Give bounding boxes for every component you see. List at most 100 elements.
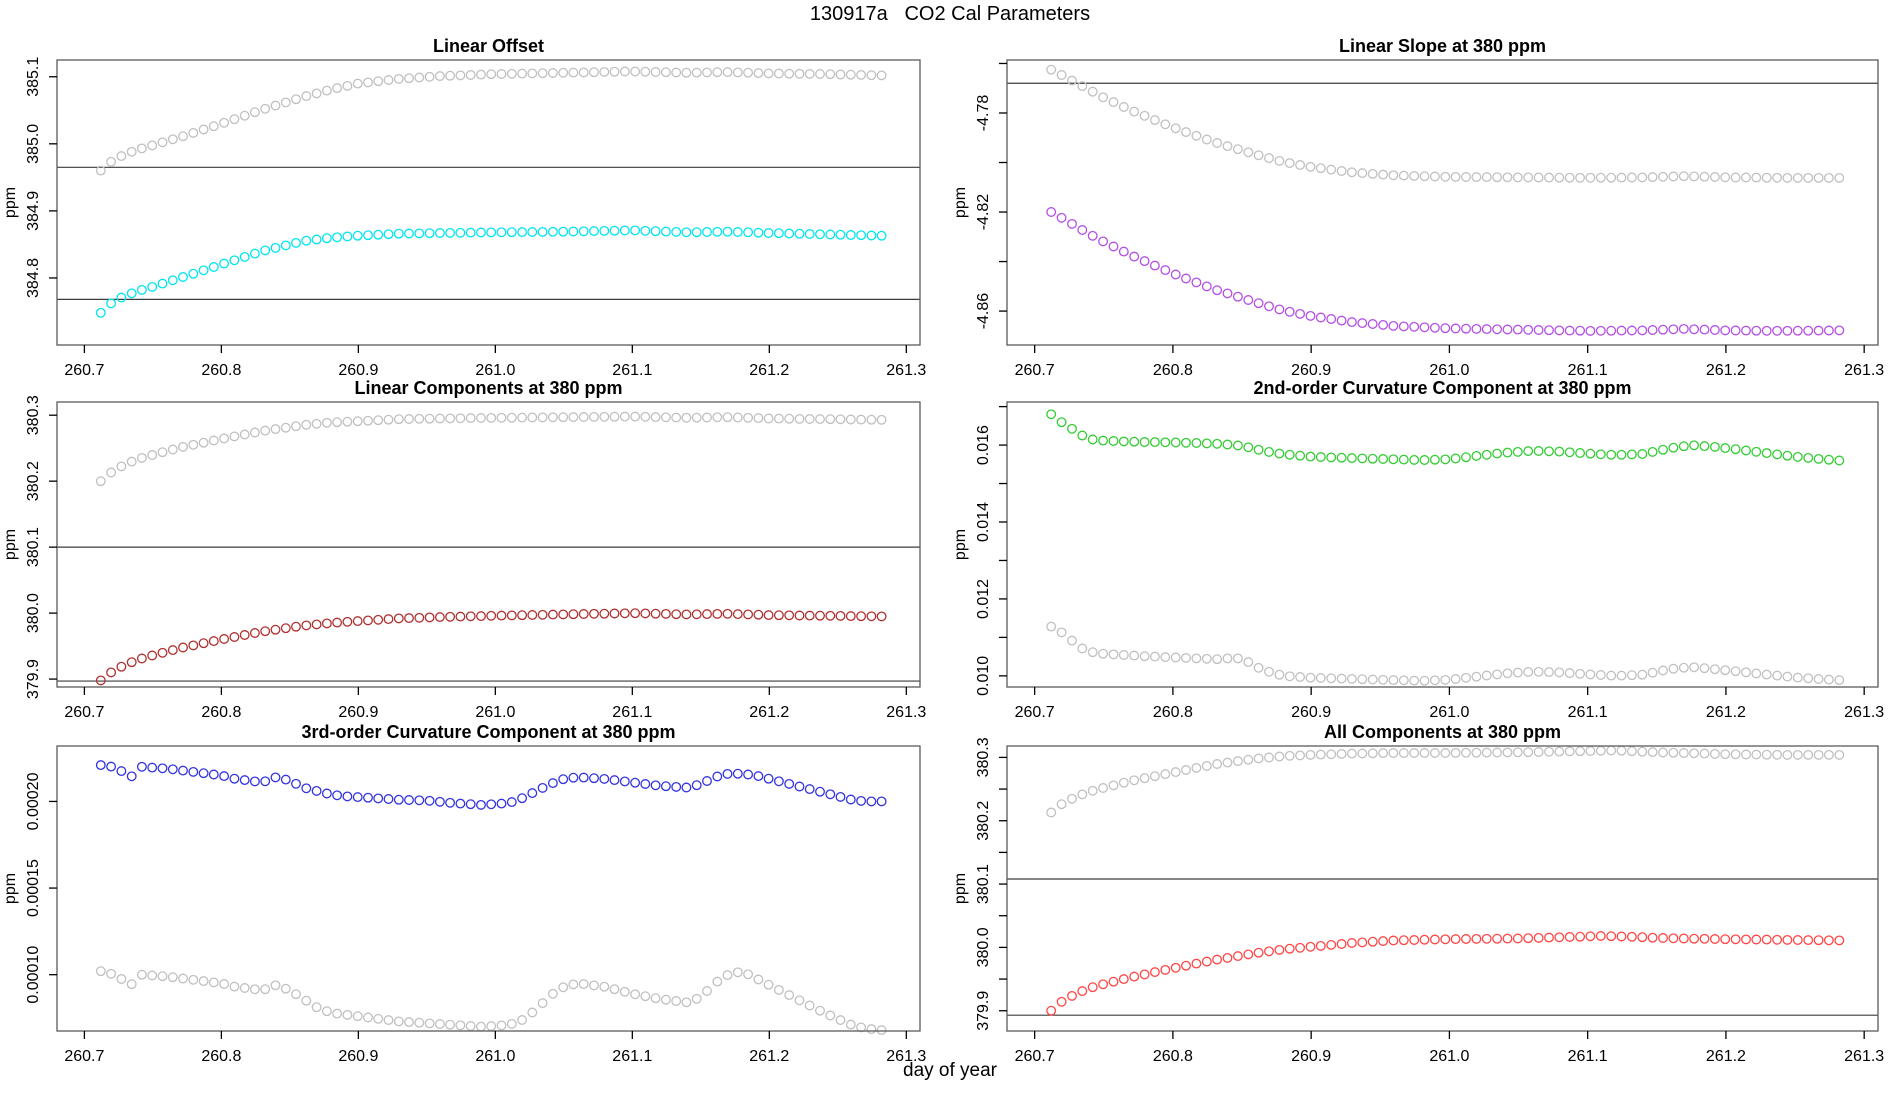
data-point: [198, 124, 209, 135]
data-point: [1378, 169, 1389, 180]
data-point: [229, 114, 240, 125]
data-point: [1689, 324, 1700, 335]
data-point: [147, 762, 158, 773]
data-point: [1212, 438, 1223, 449]
data-point: [1212, 285, 1223, 296]
data-point: [856, 69, 867, 80]
series-gray-points: [95, 66, 887, 176]
data-point: [249, 776, 260, 787]
data-point: [208, 121, 219, 132]
data-point: [291, 989, 301, 1000]
data-point: [619, 411, 630, 422]
data-point: [589, 411, 599, 422]
data-point: [332, 232, 343, 243]
data-point: [1741, 445, 1751, 456]
data-point: [1295, 942, 1306, 953]
data-point: [1512, 933, 1523, 944]
data-point: [589, 773, 599, 784]
data-point: [599, 981, 610, 992]
data-point: [1606, 931, 1617, 942]
data-point: [1201, 653, 1212, 664]
data-point: [1170, 437, 1181, 448]
data-point: [1502, 172, 1513, 183]
data-point: [1253, 444, 1264, 455]
y-tick-label: 385.0: [25, 124, 42, 164]
data-point: [383, 229, 394, 240]
data-point: [157, 278, 168, 289]
data-point: [537, 226, 548, 237]
data-point: [167, 444, 178, 455]
data-point: [732, 768, 743, 779]
data-point: [1357, 674, 1368, 685]
data-point: [147, 281, 158, 292]
data-point: [1512, 172, 1523, 183]
data-point: [1336, 939, 1347, 949]
data-point: [1201, 956, 1212, 967]
data-point: [1492, 448, 1503, 459]
data-point: [743, 67, 754, 78]
data-point: [167, 134, 178, 145]
data-point: [1699, 748, 1710, 759]
data-point: [660, 781, 671, 792]
data-point: [784, 990, 795, 1001]
data-point: [1564, 668, 1575, 679]
data-point: [393, 1016, 404, 1027]
data-point: [301, 419, 312, 430]
data-point: [660, 994, 671, 1005]
data-point: [219, 433, 230, 444]
data-point: [424, 1018, 435, 1029]
data-point: [311, 88, 322, 99]
data-point: [198, 976, 209, 987]
data-point: [280, 97, 291, 108]
series-gray-points: [1046, 621, 1845, 686]
data-point: [671, 996, 682, 1006]
data-point: [1792, 172, 1803, 183]
data-point: [527, 68, 538, 79]
data-point: [1170, 652, 1181, 663]
data-point: [198, 768, 209, 779]
data-point: [1388, 675, 1399, 686]
data-point: [404, 1017, 414, 1028]
x-tick-label: 261.0: [1429, 1048, 1469, 1065]
data-point: [434, 71, 445, 82]
data-point: [1346, 317, 1357, 328]
data-point: [1813, 172, 1824, 183]
data-point: [1658, 444, 1668, 455]
data-point: [126, 146, 137, 157]
data-point: [1761, 448, 1772, 459]
data-point: [1232, 144, 1243, 155]
data-point: [876, 796, 887, 807]
data-point: [332, 1008, 343, 1019]
data-point: [671, 67, 682, 78]
data-point: [1813, 935, 1824, 946]
data-point: [1367, 453, 1378, 464]
data-point: [589, 226, 599, 237]
data-point: [537, 412, 548, 423]
y-tick-label: 385.1: [25, 57, 42, 97]
data-point: [1067, 75, 1077, 86]
x-tick-label: 261.1: [1568, 1048, 1608, 1065]
data-point: [1284, 449, 1295, 460]
data-point: [1181, 273, 1191, 284]
data-point: [1699, 324, 1710, 335]
data-point: [1295, 308, 1306, 319]
y-tick-label: 0.00015: [25, 859, 42, 917]
data-point: [1191, 653, 1202, 664]
data-point: [465, 70, 476, 80]
data-point: [558, 412, 569, 423]
data-point: [609, 775, 620, 786]
data-point: [732, 609, 743, 620]
data-point: [414, 795, 425, 806]
data-point: [1305, 161, 1316, 172]
data-point: [1544, 172, 1554, 183]
data-point: [321, 417, 332, 428]
data-point: [1709, 664, 1720, 675]
data-point: [1678, 441, 1689, 452]
data-point: [1471, 450, 1482, 461]
data-point: [414, 413, 425, 424]
data-point: [465, 799, 476, 810]
data-point: [712, 67, 723, 78]
data-point: [1346, 673, 1357, 684]
data-point: [1792, 672, 1803, 683]
data-point: [712, 608, 723, 619]
